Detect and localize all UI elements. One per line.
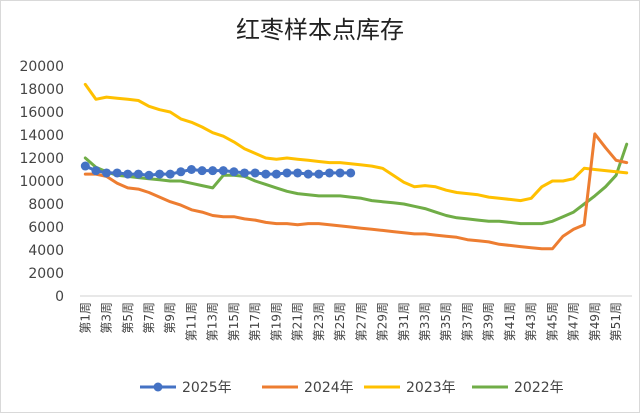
x-tick-label: 第15周: [227, 302, 241, 341]
x-tick-label: 第39周: [482, 302, 496, 341]
legend-item: 2022年: [472, 380, 564, 396]
legend-label: 2025年: [182, 380, 232, 396]
chart-title: 红枣样本点库存: [236, 16, 404, 44]
x-tick-label: 第35周: [439, 302, 453, 341]
legend-item: 2025年: [140, 380, 232, 396]
legend: 2025年 2024年 2023年 2022年: [140, 380, 564, 396]
x-tick-label: 第23周: [312, 302, 326, 341]
y-tick-label: 12000: [19, 151, 64, 167]
data-point: [335, 168, 345, 178]
y-axis: 0 2000 4000 6000 8000 10000 12000 14000 16000 180…: [19, 59, 64, 305]
x-tick-label: 第17周: [248, 302, 262, 341]
data-point: [229, 167, 239, 177]
x-tick-label: 第7周: [142, 302, 156, 334]
y-tick-label: 20000: [19, 59, 64, 75]
legend-label: 2024年: [304, 380, 354, 396]
data-point: [112, 168, 122, 178]
y-tick-label: 4000: [28, 243, 64, 259]
x-tick-label: 第29周: [376, 302, 390, 341]
data-point: [282, 168, 292, 178]
data-point: [186, 165, 196, 174]
data-point: [218, 166, 228, 176]
legend-label: 2022年: [514, 380, 564, 396]
x-tick-label: 第31周: [397, 302, 411, 341]
x-tick-label: 第41周: [503, 302, 517, 341]
x-axis: 第1周 第3周 第5周 第7周 第9周 第11周 第13周 第15周 第17周 第19周 第21周第…: [78, 295, 632, 341]
x-tick-label: 第25周: [333, 302, 347, 341]
x-tick-label: 第43周: [524, 302, 538, 341]
x-tick-label: 第21周: [291, 302, 305, 341]
x-tick-label: 第5周: [121, 302, 135, 334]
x-tick-label: 第33周: [418, 302, 432, 341]
y-tick-label: 18000: [19, 82, 64, 98]
data-point: [165, 169, 175, 179]
y-tick-label: 0: [55, 289, 64, 305]
data-point: [324, 168, 334, 178]
data-point: [91, 166, 101, 176]
legend-item: 2023年: [364, 380, 456, 396]
y-tick-label: 16000: [19, 105, 64, 121]
data-point: [102, 168, 112, 178]
data-point: [80, 161, 90, 171]
series-line-2023年: [83, 82, 629, 203]
data-point: [314, 169, 324, 179]
data-point: [250, 168, 260, 178]
legend-item: 2024年: [262, 380, 354, 396]
y-tick-label: 6000: [28, 220, 64, 236]
data-point: [293, 168, 303, 178]
data-point: [303, 169, 313, 179]
data-point: [144, 170, 154, 180]
data-point: [240, 168, 250, 178]
x-tick-label: 第13周: [206, 302, 220, 341]
y-tick-label: 10000: [19, 174, 64, 190]
x-tick-label: 第1周: [78, 302, 92, 334]
x-tick-label: 第51周: [609, 302, 623, 341]
y-tick-label: 14000: [19, 128, 64, 144]
data-point: [197, 166, 207, 176]
data-point: [261, 169, 271, 179]
legend-label: 2023年: [406, 380, 456, 396]
x-tick-label: 第27周: [354, 302, 368, 341]
data-point: [133, 169, 143, 179]
x-tick-label: 第3周: [100, 302, 114, 334]
y-tick-label: 8000: [28, 197, 64, 213]
x-tick-label: 第19周: [269, 302, 283, 341]
x-tick-label: 第49周: [588, 302, 602, 341]
data-point: [346, 168, 356, 178]
data-point: [271, 169, 281, 179]
x-tick-label: 第45周: [545, 302, 559, 341]
data-point: [155, 169, 165, 179]
series-line-2022年: [83, 142, 629, 226]
data-point: [208, 166, 218, 176]
x-tick-label: 第37周: [460, 302, 474, 341]
x-tick-label: 第47周: [567, 302, 581, 341]
x-tick-label: 第9周: [163, 302, 177, 334]
x-tick-label: 第11周: [184, 302, 198, 341]
data-point: [123, 169, 133, 179]
data-point: [176, 167, 186, 177]
y-tick-label: 2000: [28, 266, 64, 282]
series-line-2024年: [83, 132, 629, 251]
legend-marker: [153, 382, 163, 392]
plot-area: [80, 82, 629, 251]
